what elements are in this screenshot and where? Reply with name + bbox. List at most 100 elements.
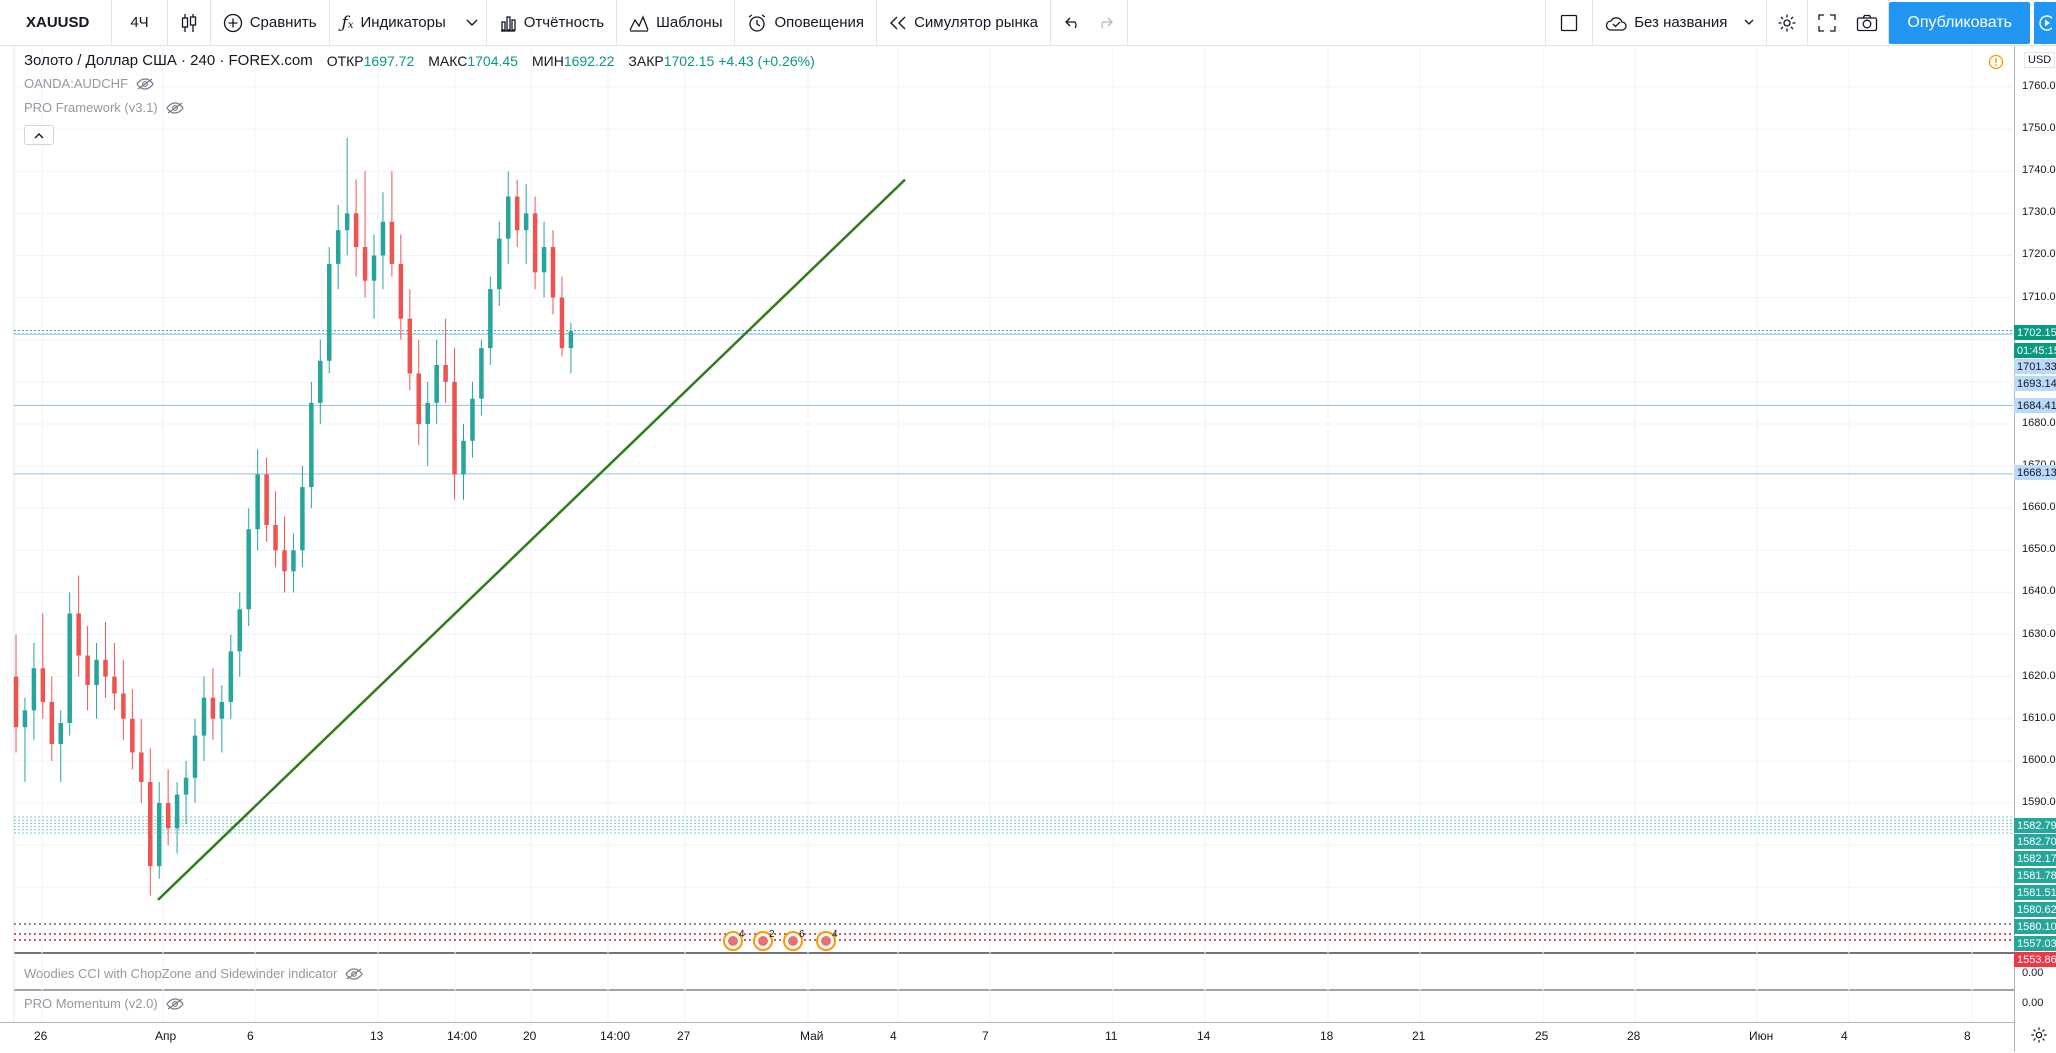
chart-settings-button[interactable] xyxy=(2030,1026,2048,1049)
square-icon xyxy=(1561,14,1578,31)
candle-body xyxy=(371,255,377,281)
candle-body xyxy=(470,398,475,441)
price-axis[interactable] xyxy=(2014,46,2056,1052)
alerts-button[interactable]: Оповещения xyxy=(735,0,878,46)
time-tick-label: 20 xyxy=(523,1029,537,1043)
symbol-search[interactable]: XAUUSD xyxy=(0,0,113,46)
event-flag-icon xyxy=(758,936,768,946)
undo-button[interactable] xyxy=(1051,0,1089,46)
event-count: 4 xyxy=(739,929,745,940)
candle-body xyxy=(58,722,63,745)
publish-button[interactable]: Опубликовать xyxy=(1889,1,2030,44)
candle-body xyxy=(362,247,368,281)
eye-hidden-icon[interactable] xyxy=(165,101,184,115)
compare-button[interactable]: Сравнить xyxy=(211,0,330,46)
redo-button[interactable] xyxy=(1089,0,1128,46)
overlay-legend-2[interactable]: PRO Framework (v3.1) xyxy=(24,100,184,115)
time-tick-label: 25 xyxy=(1535,1029,1549,1043)
candle-body xyxy=(282,550,287,572)
camera-icon xyxy=(1857,14,1878,31)
snapshot-button[interactable] xyxy=(1846,0,1890,46)
gear-icon xyxy=(1778,14,1796,31)
indicators-button[interactable]: ƒx Индикаторы xyxy=(330,0,458,46)
fullscreen-button[interactable] xyxy=(1808,0,1846,46)
time-axis[interactable] xyxy=(0,1022,2014,1053)
main-legend: Золото / Доллар США · 240 · FOREX.com ОТ… xyxy=(24,52,815,69)
layout-name-label: Без названия xyxy=(1634,14,1728,31)
price-tag: 1701.33 xyxy=(2014,359,2056,374)
price-tag: 1668.13 xyxy=(2014,465,2056,480)
price-tick-label: 1660.00 xyxy=(2022,501,2056,514)
indicator-pane-2-legend[interactable]: PRO Momentum (v2.0) xyxy=(24,996,184,1011)
eye-hidden-icon[interactable] xyxy=(345,967,364,981)
play-button[interactable] xyxy=(2034,1,2056,44)
collapse-legend-button[interactable] xyxy=(24,125,54,145)
candle-body xyxy=(264,474,269,526)
overlay-1-label: OANDA:AUDCHF xyxy=(24,76,129,91)
candle-body xyxy=(380,221,386,256)
templates-label: Шаблоны xyxy=(656,14,723,31)
price-tag: 1693.14 xyxy=(2014,376,2056,391)
time-tick-label: 7 xyxy=(982,1029,989,1043)
close-value: 1702.15 +4.43 (+0.26%) xyxy=(663,52,815,69)
fullscreen-layout-button[interactable] xyxy=(1545,0,1594,46)
replay-button[interactable]: Симулятор рынка xyxy=(877,0,1051,46)
price-tag: 1582.17 xyxy=(2014,851,2056,866)
reports-button[interactable]: Отчётность xyxy=(487,0,618,46)
time-tick-label: Май xyxy=(800,1029,824,1043)
candle-body xyxy=(148,781,153,867)
price-tick-label: 1650.00 xyxy=(2022,543,2056,556)
rewind-icon xyxy=(890,16,906,29)
candle-body xyxy=(255,474,260,530)
time-tick-label: 26 xyxy=(34,1029,48,1043)
templates-button[interactable]: Шаблоны xyxy=(617,0,736,46)
trend-line xyxy=(157,178,906,901)
price-tick-label: 1640.00 xyxy=(2022,585,2056,598)
chart-pane[interactable] xyxy=(0,46,2014,1028)
time-tick-label: Июн xyxy=(1749,1029,1774,1043)
candle-body xyxy=(327,263,332,361)
candle-body xyxy=(532,213,538,273)
time-tick-label: 14:00 xyxy=(447,1029,478,1043)
time-tick-label: 4 xyxy=(890,1029,897,1043)
cloud-check-icon xyxy=(1606,16,1627,31)
price-tag: 1581.78 xyxy=(2014,868,2056,883)
price-tick-label: 1590.00 xyxy=(2022,796,2056,808)
price-tick-label: 1710.00 xyxy=(2022,290,2056,303)
event-count: 6 xyxy=(799,929,805,940)
high-value: 1704.45 xyxy=(467,52,518,69)
candle-body xyxy=(461,440,466,475)
candle-body xyxy=(201,697,207,736)
eye-hidden-icon[interactable] xyxy=(136,77,154,91)
chart-type-button[interactable] xyxy=(168,0,211,46)
warning-icon[interactable] xyxy=(1988,54,2004,75)
overlay-legend-1[interactable]: OANDA:AUDCHF xyxy=(24,76,154,91)
undo-icon xyxy=(1065,17,1077,28)
candle-body xyxy=(237,609,242,652)
candle-body xyxy=(425,402,430,424)
chevron-up-icon xyxy=(34,132,44,138)
interval-selector[interactable]: 4Ч xyxy=(112,0,168,46)
settings-button[interactable] xyxy=(1767,0,1809,46)
series-title[interactable]: Золото / Доллар США · 240 · FOREX.com xyxy=(24,52,313,69)
indicator-axis-value: 0.00 xyxy=(2022,967,2044,979)
compare-label: Сравнить xyxy=(249,14,317,31)
candle-body xyxy=(174,794,180,829)
price-tick-label: 1760.00 xyxy=(2022,80,2056,92)
time-tick-label: 28 xyxy=(1627,1029,1641,1043)
layout-name-button[interactable]: Без названия xyxy=(1593,0,1768,46)
price-tag: 1553.86 xyxy=(2014,952,2056,967)
candle-body xyxy=(103,659,108,677)
time-tick-label: 18 xyxy=(1320,1029,1334,1043)
gear-icon xyxy=(2031,1027,2047,1043)
toolbar-right: Без названия Опубликовать xyxy=(1545,0,2056,46)
time-tick-label: 13 xyxy=(370,1029,384,1043)
eye-hidden-icon[interactable] xyxy=(165,997,184,1011)
indicators-dropdown[interactable] xyxy=(458,0,487,46)
price-tick-label: 1600.00 xyxy=(2022,753,2056,766)
candle-body xyxy=(183,777,189,795)
candle-body xyxy=(318,360,323,403)
indicator-pane-1-legend[interactable]: Woodies CCI with ChopZone and Sidewinder… xyxy=(24,966,364,981)
currency-label[interactable]: USD xyxy=(2024,52,2056,68)
